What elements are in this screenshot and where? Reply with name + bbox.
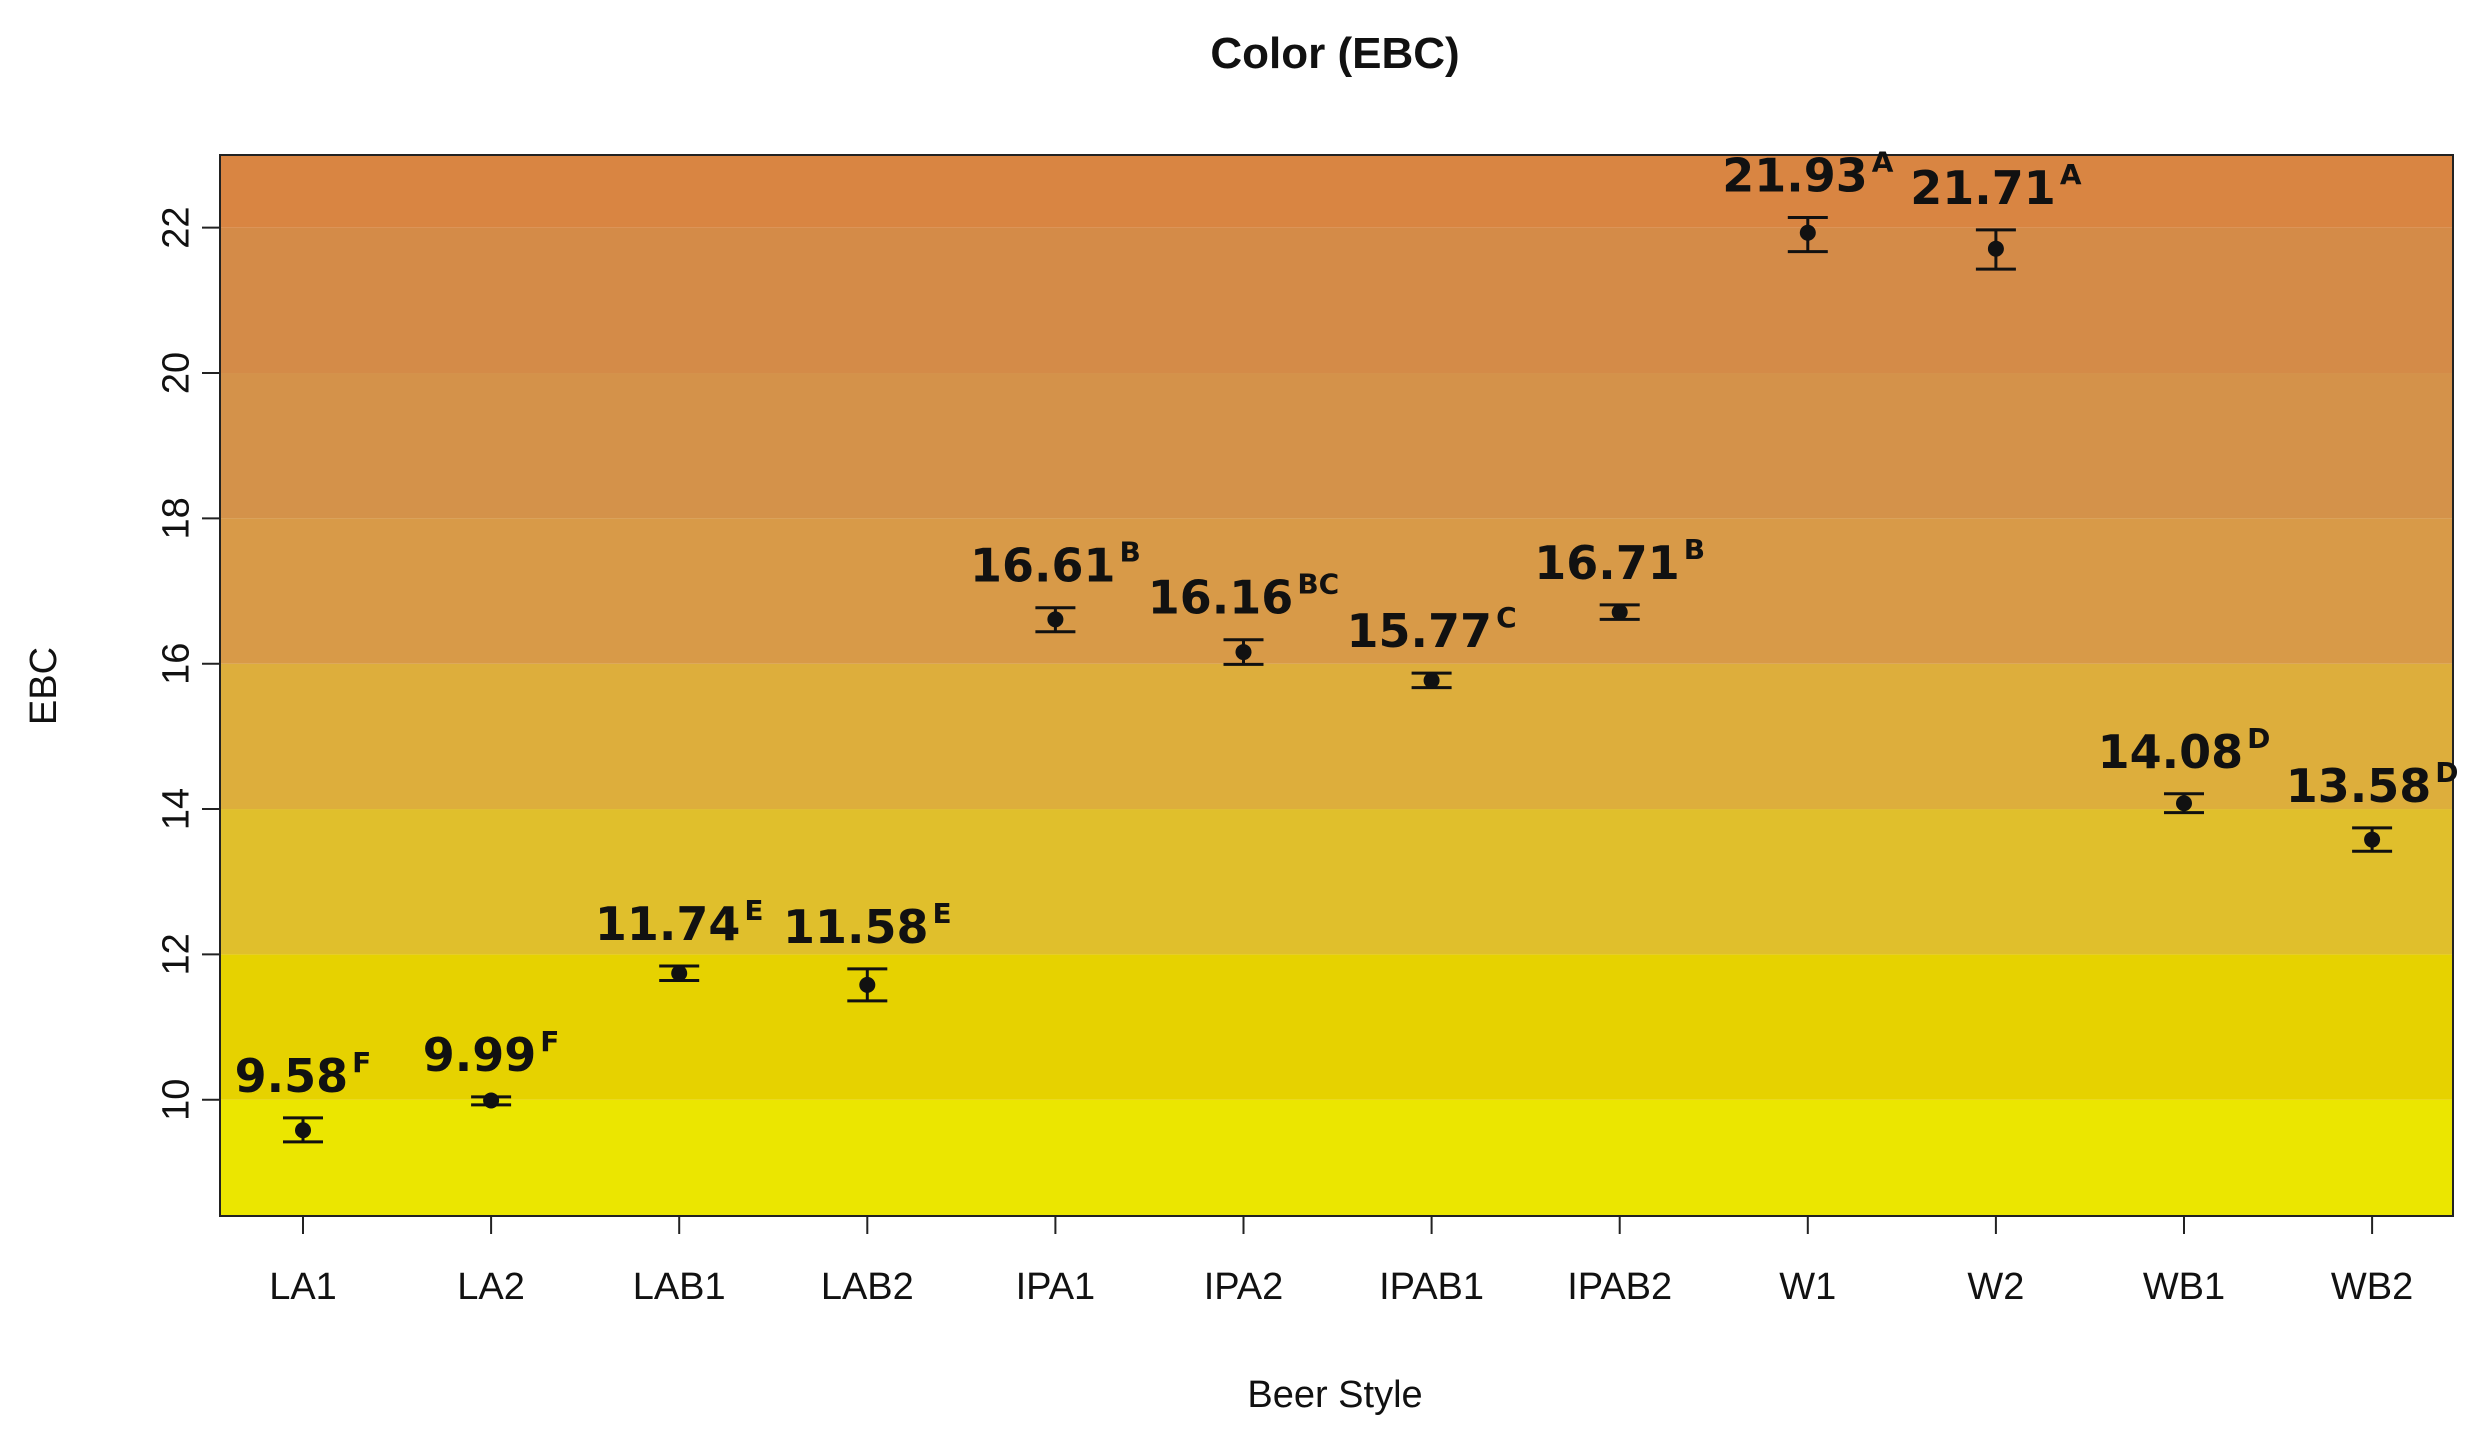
x-tick-label-W2: W2 [1967, 1266, 2024, 1308]
data-label-LAB1: 11.74 E [595, 894, 764, 951]
data-label-W2: 21.71 A [1910, 158, 2082, 215]
data-point-W2: 21.71 A [1910, 158, 2082, 271]
data-label-IPAB2: 16.71 B [1534, 533, 1705, 590]
data-point-LA1: 9.58 F [235, 1046, 372, 1144]
data-point-IPAB1: 15.77 C [1347, 601, 1517, 690]
marker-LA1 [295, 1122, 311, 1139]
y-tick-label-12: 12 [155, 933, 197, 975]
marker-W2 [1987, 240, 2004, 257]
y-tick-label-14: 14 [155, 788, 197, 830]
chart-title: Color (EBC) [1210, 29, 1459, 78]
background-band-1 [220, 954, 2453, 1100]
x-axis: LA1 LA2 LAB1 LAB2 IPA1 IPA2 IPAB1 IPAB2 W1 W2 WB1 W… [269, 1216, 2413, 1308]
data-point-LAB2: 11.58 E [783, 897, 952, 1003]
y-tick-label-16: 16 [155, 643, 197, 685]
marker-WB1 [2176, 795, 2192, 812]
y-axis: 10 12 14 16 18 20 22 [155, 207, 220, 1121]
data-point-W1: 21.93 A [1722, 145, 1894, 254]
data-label-IPA1: 16.61 B [970, 536, 1141, 593]
plot-frame [219, 154, 2454, 1217]
background-band-6 [220, 227, 2453, 374]
x-tick-label-LAB2: LAB2 [821, 1266, 914, 1308]
data-point-IPA1: 16.61 B [970, 536, 1141, 634]
marker-LAB1 [671, 965, 688, 982]
data-point-LA2: 9.99 F [423, 1025, 560, 1109]
x-tick-label-LA2: LA2 [457, 1266, 525, 1308]
data-label-IPA2: 16.16 BC [1148, 568, 1339, 625]
background-band-3 [220, 663, 2453, 810]
marker-W1 [1799, 224, 1816, 241]
x-tick-label-LAB1: LAB1 [633, 1266, 726, 1308]
y-axis-title: EBC [23, 647, 65, 725]
marker-LA2 [483, 1092, 500, 1109]
marker-IPAB2 [1611, 604, 1628, 621]
marker-LAB2 [859, 976, 876, 993]
x-tick-label-IPAB1: IPAB1 [1379, 1266, 1484, 1308]
x-tick-label-IPAB2: IPAB2 [1567, 1266, 1672, 1308]
background-band-5 [220, 373, 2453, 519]
y-tick-label-22: 22 [155, 207, 197, 249]
data-point-WB1: 14.08 D [2098, 722, 2271, 815]
y-tick-label-18: 18 [155, 497, 197, 539]
marker-IPA1 [1047, 611, 1064, 628]
data-label-LAB2: 11.58 E [783, 897, 952, 954]
x-tick-label-W1: W1 [1779, 1266, 1836, 1308]
background-band-2 [220, 809, 2453, 955]
background-band-7 [220, 155, 2453, 228]
x-tick-label-IPA2: IPA2 [1204, 1266, 1284, 1308]
data-label-WB2: 13.58 D [2286, 756, 2459, 813]
marker-WB2 [2364, 831, 2381, 848]
x-tick-label-LA1: LA1 [269, 1266, 337, 1308]
y-tick-label-20: 20 [155, 352, 197, 394]
background-band-0 [220, 1099, 2453, 1216]
data-label-IPAB1: 15.77 C [1347, 601, 1517, 658]
data-points: 9.58 F 9.99 F 11.74 E 11.58 E 16.61 B16.16 BC15.77… [235, 145, 2459, 1144]
background-bands [220, 155, 2453, 1216]
data-point-LAB1: 11.74 E [595, 894, 764, 983]
x-tick-label-WB1: WB1 [2143, 1266, 2225, 1308]
y-tick-label-10: 10 [155, 1079, 197, 1121]
marker-IPA2 [1235, 644, 1252, 661]
data-point-WB2: 13.58 D [2286, 756, 2459, 853]
data-label-LA1: 9.58 F [235, 1046, 372, 1103]
data-label-LA2: 9.99 F [423, 1025, 560, 1082]
data-point-IPAB2: 16.71 B [1534, 533, 1705, 621]
data-point-IPA2: 16.16 BC [1148, 568, 1339, 666]
x-tick-label-WB2: WB2 [2331, 1266, 2413, 1308]
data-label-WB1: 14.08 D [2098, 722, 2271, 779]
data-label-W1: 21.93 A [1722, 145, 1894, 202]
x-axis-title: Beer Style [1247, 1374, 1422, 1416]
marker-IPAB1 [1423, 672, 1440, 689]
background-band-4 [220, 518, 2453, 664]
x-tick-label-IPA1: IPA1 [1016, 1266, 1096, 1308]
